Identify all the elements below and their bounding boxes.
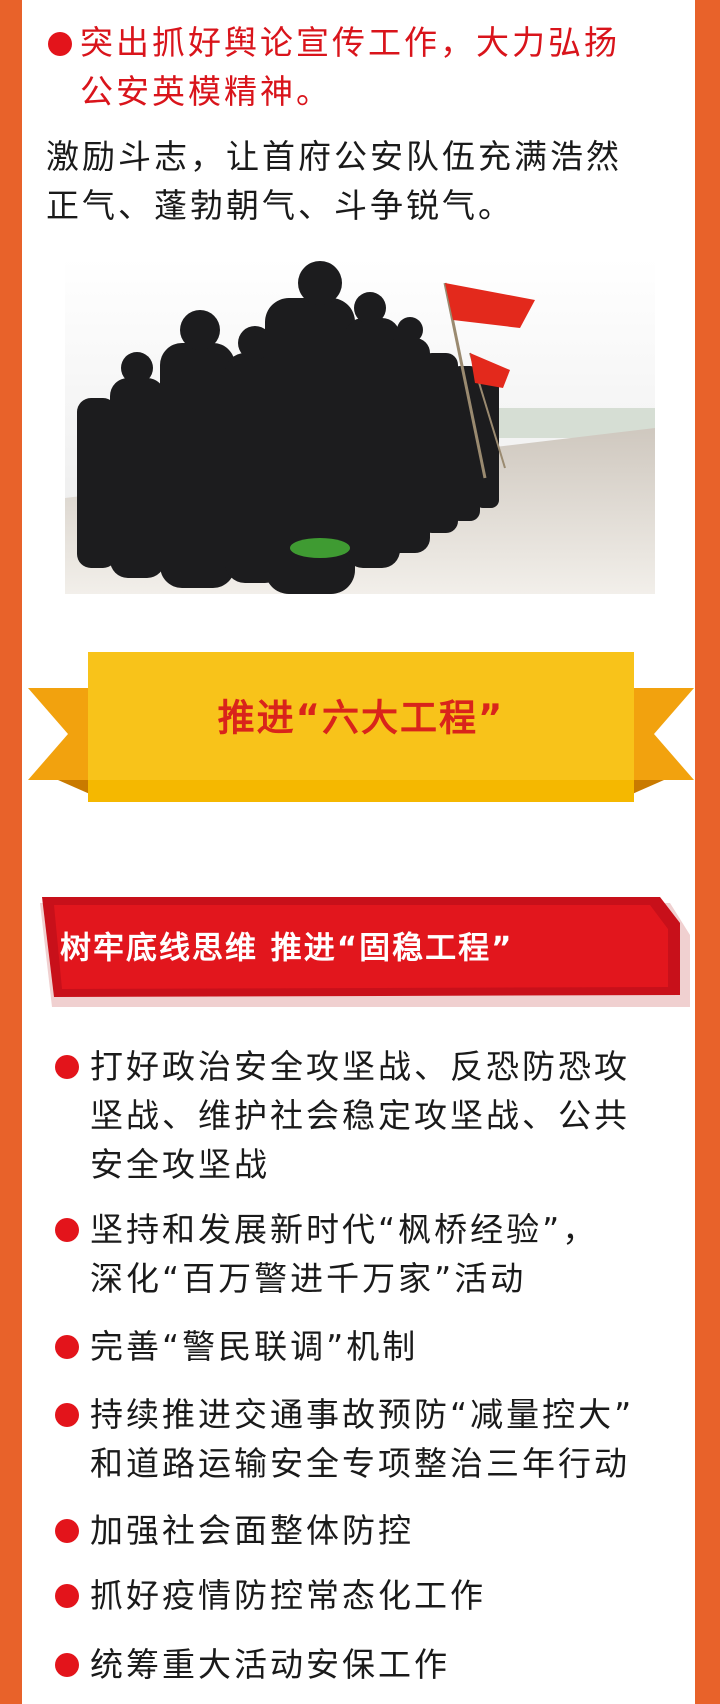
intro-bullet-line: 突出抓好舆论宣传工作，大力弘扬: [80, 23, 620, 62]
bullet-dot: [48, 32, 72, 56]
section-heading: 树牢底线思维 推进“固稳工程”: [60, 931, 514, 967]
bullet-dot: [55, 1335, 79, 1359]
list-item-line: 坚持和发展新时代“枫桥经验”，: [90, 1210, 599, 1249]
list-item-line: 持续推进交通事故预防“减量控大”: [90, 1395, 635, 1434]
list-item-line: 安全攻坚战: [90, 1145, 270, 1184]
banner: 推进“六大工程”: [28, 652, 694, 802]
list-item-line: 加强社会面整体防控: [90, 1511, 414, 1550]
border-right: [695, 0, 720, 1704]
list-item-line: 深化“百万警进千万家”活动: [90, 1259, 527, 1298]
bullet-dot: [55, 1519, 79, 1543]
banner-title: 推进“六大工程”: [218, 697, 505, 740]
intro-bullet-line: 公安英模精神。: [80, 72, 332, 111]
list-item-line: 完善“警民联调”机制: [90, 1327, 419, 1366]
intro-paragraph-line: 激励斗志，让首府公安队伍充满浩然: [46, 137, 622, 176]
section-header: 树牢底线思维 推进“固稳工程”: [40, 897, 690, 1007]
list-item-line: 坚战、维护社会稳定攻坚战、公共: [90, 1096, 630, 1135]
photo: [65, 258, 655, 594]
border-left: [0, 0, 22, 1704]
list-item-line: 打好政治安全攻坚战、反恐防恐攻: [90, 1047, 630, 1086]
intro-paragraph-line: 正气、蓬勃朝气、斗争锐气。: [46, 186, 514, 225]
list-item-line: 统筹重大活动安保工作: [90, 1645, 450, 1684]
bullet-dot: [55, 1218, 79, 1242]
bullet-dot: [55, 1584, 79, 1608]
bullet-dot: [55, 1403, 79, 1427]
bullet-dot: [55, 1653, 79, 1677]
bullet-dot: [55, 1055, 79, 1079]
list-item-line: 抓好疫情防控常态化工作: [90, 1576, 486, 1615]
list-item-line: 和道路运输安全专项整治三年行动: [90, 1444, 630, 1483]
